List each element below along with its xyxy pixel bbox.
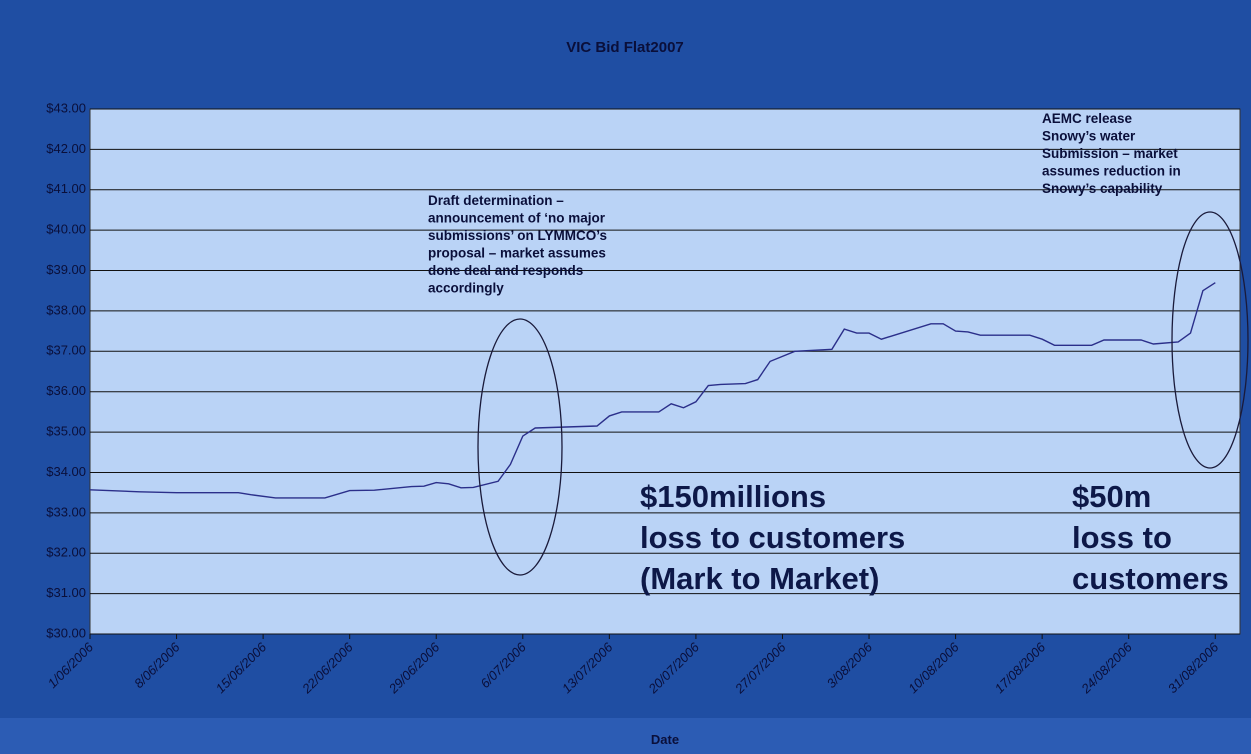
y-tick-label: $32.00: [46, 545, 86, 560]
y-tick-label: $37.00: [46, 343, 86, 358]
annotation: Draft determination –: [428, 193, 564, 208]
y-tick-label: $42.00: [46, 141, 86, 156]
y-tick-label: $43.00: [46, 100, 86, 115]
annotation: AEMC release: [1042, 111, 1133, 126]
annotation: accordingly: [428, 281, 504, 296]
series: [89, 282, 1216, 499]
annotation: proposal – market assumes: [428, 246, 606, 261]
y-tick-label: $41.00: [46, 181, 86, 196]
annotation: $50m: [1072, 479, 1151, 514]
plot-area: [89, 108, 1241, 635]
annotation: Snowy’s capability: [1042, 181, 1163, 196]
y-tick-label: $33.00: [46, 504, 86, 519]
annotation: submissions’ on LYMMCO’s: [428, 228, 607, 243]
annotation: assumes reduction in: [1042, 164, 1181, 179]
footer-band: [0, 718, 1251, 754]
annotation: loss to: [1072, 520, 1172, 555]
chart-title: VIC Bid Flat2007: [566, 39, 684, 56]
annotation: $150millions: [640, 479, 826, 514]
annotation: customers: [1072, 561, 1229, 596]
annotation: done deal and responds: [428, 263, 583, 278]
annotation: Snowy’s water: [1042, 129, 1136, 144]
line: [89, 282, 1216, 499]
annotation: (Mark to Market): [640, 561, 879, 596]
highlight-ellipse: [1171, 211, 1249, 469]
y-tick-label: $36.00: [46, 383, 86, 398]
annotation: loss to customers: [640, 520, 905, 555]
y-tick-label: $38.00: [46, 302, 86, 317]
annotations: Draft determination – announcement of ‘no…: [428, 111, 1229, 596]
x-axis-title: Date: [651, 732, 679, 747]
annotation: announcement of ‘no major: [428, 211, 606, 226]
highlight-ellipse: [477, 318, 563, 576]
y-tick-label: $34.00: [46, 464, 86, 479]
y-tick-label: $31.00: [46, 585, 86, 600]
grid: [89, 108, 1240, 639]
y-tick-label: $40.00: [46, 222, 86, 237]
y-tick-label: $35.00: [46, 424, 86, 439]
annotation: Submission – market: [1042, 146, 1178, 161]
y-tick-label: $39.00: [46, 262, 86, 277]
y-tick-label: $30.00: [46, 625, 86, 640]
